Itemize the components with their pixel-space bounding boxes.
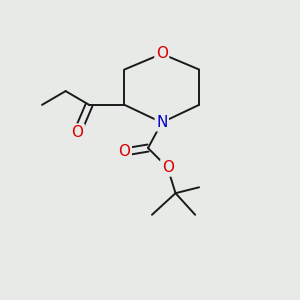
Text: O: O	[162, 160, 174, 175]
Text: O: O	[156, 46, 168, 61]
Text: O: O	[71, 125, 83, 140]
Text: N: N	[156, 115, 167, 130]
Text: O: O	[118, 145, 130, 160]
